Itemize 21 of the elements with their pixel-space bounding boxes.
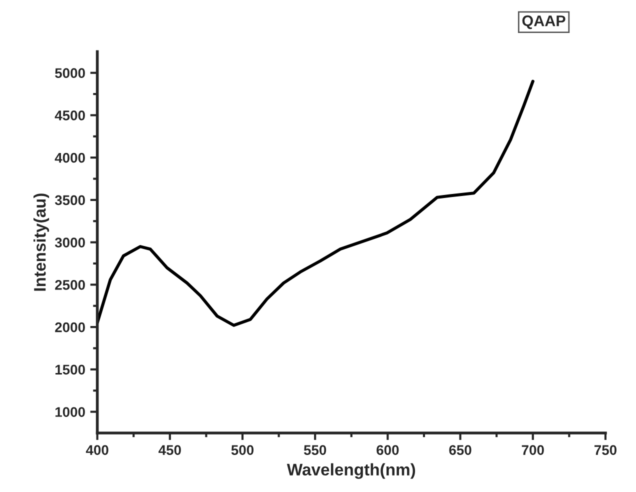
y-tick-label: 4000 [54,152,85,163]
x-tick-label: 450 [158,445,181,455]
line-series [97,80,534,327]
x-tick-label: 750 [594,445,616,455]
y-tick-label: 5000 [55,68,85,78]
x-tick-label: 600 [376,445,399,455]
text: QAAP [522,15,566,30]
x-tick-label: 550 [304,445,326,455]
y-tick-label: 4500 [54,110,85,120]
x-tick-label: 650 [449,445,472,455]
x-axis-title: Wavelength(nm) [286,463,416,479]
y-tick-label: 3000 [54,238,85,248]
x-tick-label: 500 [231,445,254,455]
y-tick-label: 2500 [55,280,85,290]
x-tick-label: 400 [86,445,108,455]
y-axis-title: Intensity(au) [34,194,50,291]
y-tick-label: 2000 [55,322,85,332]
y-tick-label: 1500 [55,364,85,375]
y-tick-label: 3500 [54,195,85,206]
y-tick-label: 1000 [55,407,85,417]
x-tick-label: 700 [522,445,544,455]
